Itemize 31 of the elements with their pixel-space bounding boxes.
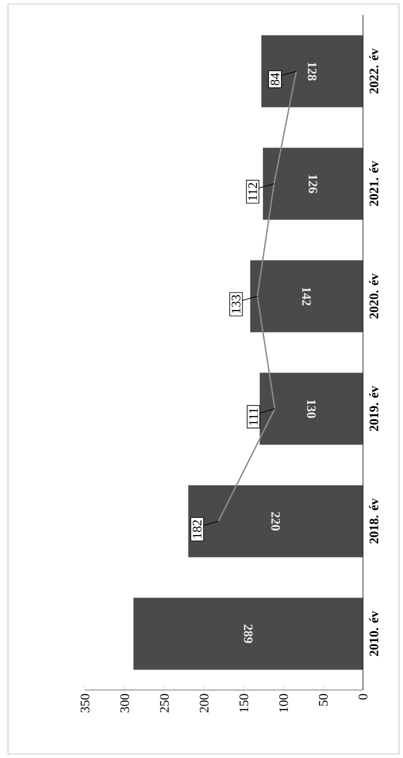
x-tick-label: 100 bbox=[279, 694, 288, 712]
x-tick-label: 300 bbox=[120, 694, 130, 712]
data-label: 182 bbox=[192, 520, 202, 538]
x-tick-label: 0 bbox=[358, 694, 368, 700]
data-label: 128 bbox=[308, 62, 317, 81]
y-tick-label: 2020. év bbox=[369, 273, 378, 319]
y-tick-label: 2019. év bbox=[369, 386, 378, 432]
data-label: 142 bbox=[302, 288, 311, 306]
data-label: 84 bbox=[270, 72, 280, 86]
bar bbox=[261, 35, 363, 108]
bar bbox=[250, 260, 363, 332]
data-label: 111 bbox=[249, 408, 258, 425]
x-tick-label: 50 bbox=[318, 694, 328, 706]
data-label: 130 bbox=[307, 400, 316, 418]
x-tick-label: 150 bbox=[239, 694, 248, 712]
bar bbox=[260, 372, 363, 445]
bar bbox=[133, 598, 363, 670]
data-label: 112 bbox=[248, 182, 257, 200]
y-tick-label: 2022. év bbox=[369, 48, 378, 94]
y-tick-label: 2018. év bbox=[369, 498, 378, 544]
x-tick-label: 250 bbox=[160, 694, 169, 712]
x-tick-label: 350 bbox=[80, 694, 90, 712]
y-tick-label: 2010. év bbox=[369, 610, 378, 656]
data-label: 289 bbox=[244, 624, 253, 644]
bar bbox=[188, 485, 363, 558]
y-tick-label: 2021. év bbox=[369, 160, 378, 206]
data-label: 133 bbox=[232, 295, 240, 313]
data-label: 220 bbox=[271, 512, 280, 530]
x-tick-label: 200 bbox=[200, 694, 209, 712]
data-label: 126 bbox=[308, 175, 318, 194]
bar bbox=[262, 148, 363, 220]
